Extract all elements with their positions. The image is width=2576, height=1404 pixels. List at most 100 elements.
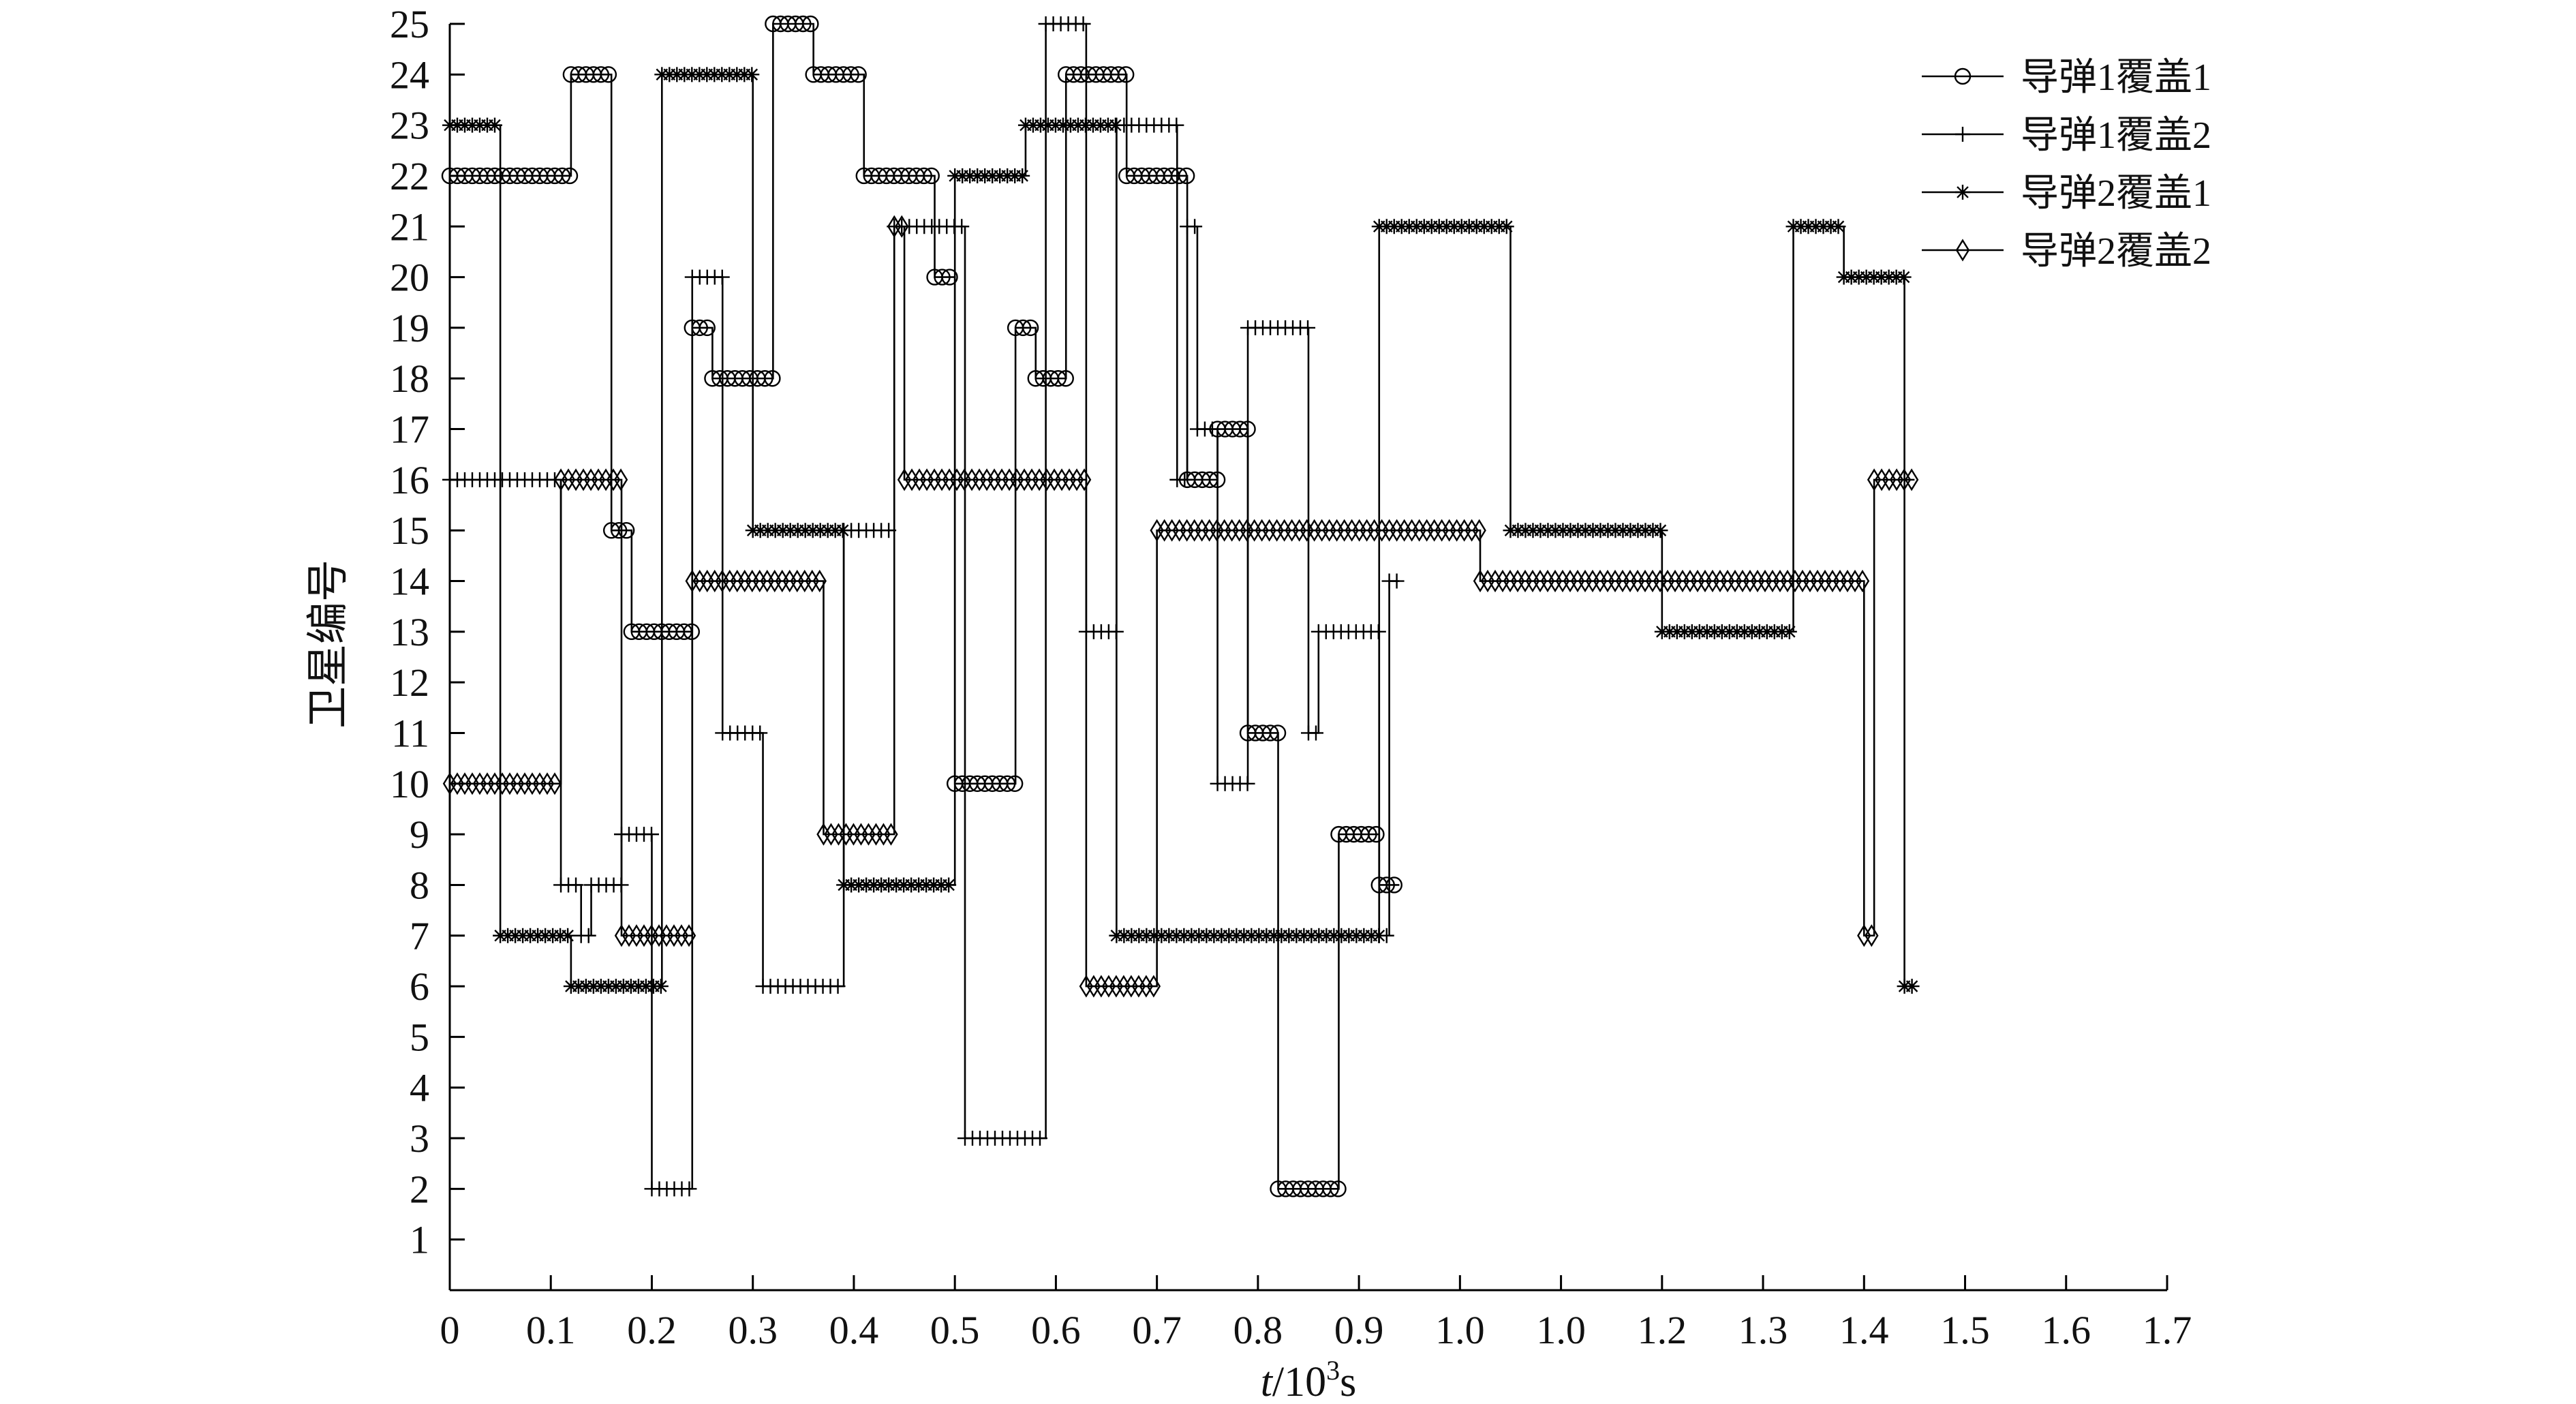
data-point: [1469, 219, 1484, 234]
y-tick-label: 16: [390, 458, 429, 502]
data-point: [884, 823, 898, 846]
data-point: [812, 569, 827, 593]
data-point: [722, 67, 737, 82]
data-point: [1032, 1131, 1047, 1146]
data-point: [1075, 16, 1091, 31]
data-point: [1653, 523, 1668, 538]
data-point: [561, 167, 579, 185]
data-point: [1424, 219, 1439, 234]
data-point: [714, 67, 730, 82]
series-1: [441, 15, 1402, 1197]
y-tick-label: 14: [390, 560, 429, 604]
data-point: [1300, 320, 1316, 335]
data-point: [1330, 1180, 1347, 1197]
series-markers: [441, 15, 1402, 1197]
y-tick-label: 4: [410, 1066, 429, 1110]
data-point: [1206, 928, 1222, 943]
x-tick-label: 1.6: [2042, 1308, 2091, 1352]
data-point: [681, 924, 696, 947]
data-point: [600, 979, 616, 994]
data-point: [895, 215, 909, 238]
data-point: [1006, 775, 1024, 793]
data-point: [1077, 468, 1092, 491]
data-point: [1341, 928, 1357, 943]
data-point: [585, 979, 601, 994]
y-tick-label: 24: [390, 52, 429, 97]
data-point: [1585, 523, 1601, 538]
data-point: [1623, 523, 1638, 538]
data-point: [1386, 219, 1402, 234]
data-point: [1409, 219, 1424, 234]
data-point: [1540, 523, 1556, 538]
data-point: [1699, 624, 1715, 639]
legend-marker: [1954, 67, 1972, 85]
y-ticks: 1234567891011121314151617181920212223242…: [390, 2, 465, 1262]
data-point: [707, 67, 722, 82]
data-point: [1100, 117, 1116, 133]
data-point: [570, 979, 586, 994]
data-point: [677, 67, 692, 82]
data-point: [1744, 624, 1760, 639]
x-tick-label: 1.7: [2143, 1308, 2192, 1352]
data-point: [1669, 624, 1685, 639]
data-point: [1289, 928, 1304, 943]
data-point: [842, 66, 859, 83]
data-point: [1109, 928, 1124, 943]
series-markers: [442, 16, 1405, 1197]
data-point: [608, 979, 624, 994]
data-point: [699, 319, 716, 337]
data-point: [1510, 523, 1526, 538]
data-point: [1177, 472, 1193, 487]
data-point: [1308, 725, 1323, 741]
data-point: [1904, 979, 1920, 994]
series-layer: [441, 15, 1920, 1197]
x-tick-label: 1.0: [1435, 1308, 1485, 1352]
data-point: [1322, 1180, 1339, 1197]
data-point: [1736, 624, 1752, 639]
data-point: [1774, 624, 1790, 639]
y-tick-label: 11: [391, 711, 429, 755]
x-tick-label: 0.9: [1334, 1308, 1384, 1352]
data-point: [1608, 523, 1623, 538]
data-point: [1296, 928, 1312, 943]
y-tick-label: 23: [390, 104, 429, 148]
data-point: [1349, 928, 1364, 943]
data-point: [1379, 219, 1394, 234]
data-point: [1116, 928, 1132, 943]
data-point: [1244, 928, 1259, 943]
data-point: [1170, 167, 1188, 185]
data-point: [714, 269, 730, 285]
data-point: [1830, 219, 1846, 234]
data-point: [1240, 776, 1255, 791]
data-point: [1439, 219, 1454, 234]
data-point: [1214, 928, 1229, 943]
series-3: [442, 67, 1920, 994]
y-tick-label: 22: [390, 154, 429, 198]
data-point: [1676, 624, 1692, 639]
legend-label: 导弹2覆盖1: [2021, 172, 2211, 215]
data-point: [681, 1181, 697, 1197]
y-tick-label: 10: [390, 762, 429, 806]
x-axis-label-var: t: [1261, 1359, 1274, 1404]
data-point: [1593, 523, 1608, 538]
data-point: [1032, 117, 1048, 133]
legend-item: 导弹1覆盖2: [1922, 115, 2211, 157]
data-point: [1360, 825, 1377, 843]
data-point: [1092, 117, 1108, 133]
data-point: [1178, 167, 1195, 185]
data-point: [1638, 523, 1653, 538]
data-point: [1371, 219, 1387, 234]
data-point: [1645, 523, 1661, 538]
data-point: [1107, 117, 1123, 133]
data-point: [1518, 523, 1533, 538]
series-line: [450, 225, 1915, 988]
data-point: [1184, 928, 1199, 943]
data-point: [699, 67, 715, 82]
data-point: [1533, 523, 1548, 538]
y-tick-label: 21: [390, 204, 429, 249]
data-point: [581, 928, 596, 943]
x-tick-label: 1.5: [1940, 1308, 1990, 1352]
x-tick-label: 0.8: [1233, 1308, 1283, 1352]
x-tick-label: 0.3: [728, 1308, 778, 1352]
x-axis-label: t/103s: [1261, 1355, 1357, 1404]
